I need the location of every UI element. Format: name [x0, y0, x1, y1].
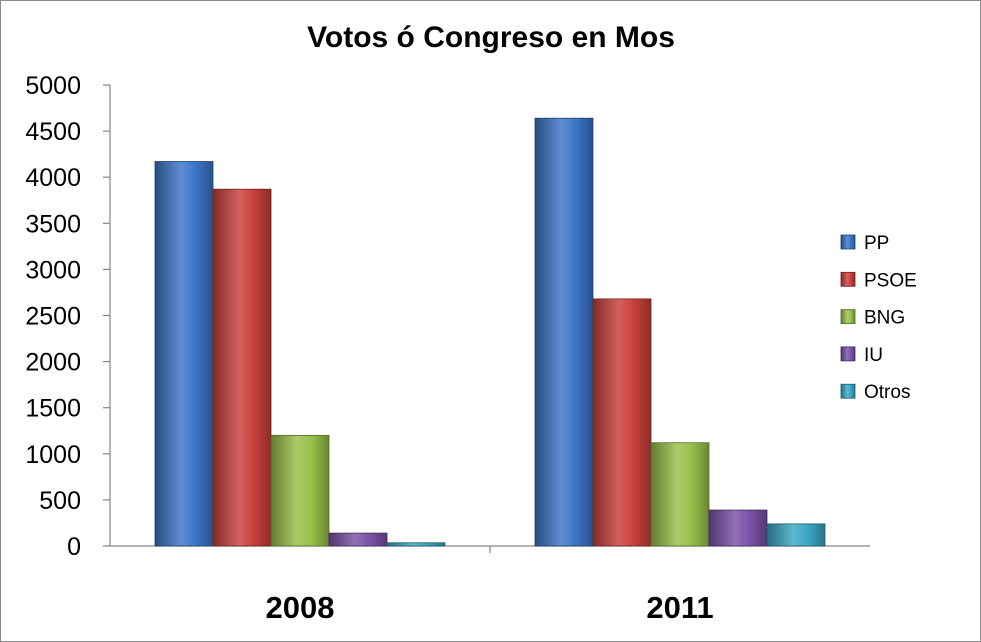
legend-swatch-otros [840, 383, 856, 399]
bar-pp-2011 [534, 117, 594, 547]
y-tick-label: 0 [67, 533, 81, 561]
legend-swatch-psoe [840, 271, 856, 287]
legend: PP PSOE BNG IU Otros [840, 233, 917, 403]
bar-iu-2008 [328, 532, 388, 547]
y-tick-label: 3000 [25, 256, 81, 284]
legend-swatch-bng [840, 309, 856, 325]
legend-label-iu: IU [864, 345, 883, 366]
bar-bng-2008 [270, 434, 330, 547]
y-tick-label: 1000 [25, 441, 81, 469]
y-tick-label: 4500 [25, 118, 81, 146]
x-category-label: 2011 [646, 590, 713, 625]
legend-swatch-iu [840, 346, 856, 362]
y-tick-label: 4000 [25, 164, 81, 192]
bar-iu-2011 [708, 509, 768, 547]
bar-otros-2011 [766, 523, 826, 547]
legend-label-psoe: PSOE [864, 270, 917, 291]
bar-bng-2011 [650, 442, 710, 547]
y-tick-label: 1500 [25, 395, 81, 423]
y-tick-label: 2000 [25, 349, 81, 377]
y-tick-label: 500 [39, 487, 81, 515]
bar-psoe-2011 [592, 298, 652, 547]
bar-psoe-2008 [212, 188, 272, 547]
x-category-label: 2008 [266, 590, 335, 625]
y-tick-label: 3500 [25, 210, 81, 238]
bar-pp-2008 [154, 161, 214, 547]
legend-label-pp: PP [864, 233, 889, 254]
bars [154, 117, 826, 547]
y-tick-labels: 0 500 1000 1500 2000 2500 3000 3500 4000 4500 5000 [25, 72, 81, 561]
y-tick-label: 2500 [25, 303, 81, 331]
legend-label-bng: BNG [864, 308, 905, 329]
y-tick-label: 5000 [25, 72, 81, 100]
bar-otros-2008 [386, 542, 446, 547]
legend-label-otros: Otros [864, 382, 910, 403]
chart-title: Votos ó Congreso en Mos [307, 21, 675, 54]
legend-swatch-pp [840, 234, 856, 250]
x-category-labels: 2008 2011 [266, 590, 714, 625]
